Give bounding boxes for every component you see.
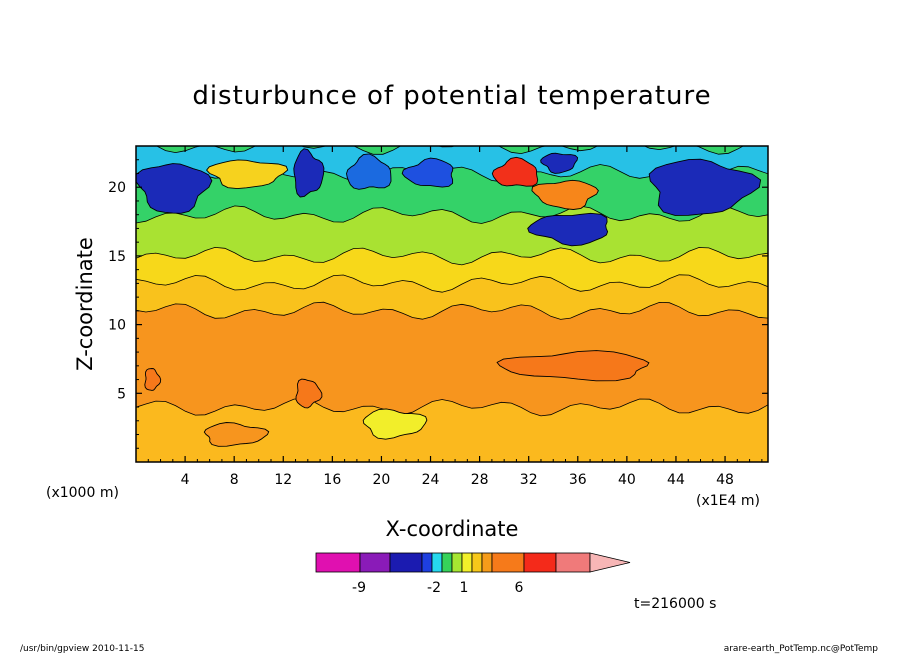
y-axis: 5 10 15 20 [108,159,768,449]
colorbar-swatch [555,552,591,573]
x-unit-left: (x1000 m) [46,485,119,501]
colorbar-swatch [315,552,361,573]
footer-right: arare-earth_PotTemp.nc@PotTemp [724,644,879,654]
colorbar-swatch [389,552,423,573]
x-tick-label: 24 [422,472,440,488]
x-tick-label: 44 [667,472,685,488]
contour-band [136,397,768,462]
x-tick-label: 40 [618,472,636,488]
contour-feature [362,408,428,440]
x-axis-label: X-coordinate [386,517,519,541]
x-unit-right: (x1E4 m) [696,493,760,509]
y-tick-label: 20 [108,180,126,196]
x-tick-label: 12 [274,472,292,488]
contour-feature [531,179,599,210]
colorbar-swatch [471,552,483,573]
colorbar-label: -9 [352,580,366,596]
colorbar-swatch [481,552,493,573]
y-tick-label: 10 [108,318,126,334]
contour-feature [144,368,162,391]
plot-area [136,146,768,462]
contour-feature [295,378,323,409]
x-tick-label: 28 [471,472,489,488]
colorbar-swatch [421,552,433,573]
colorbar-swatch [491,552,525,573]
colorbar: -9 -2 1 6 [315,552,631,596]
colorbar-swatch [461,552,473,573]
colorbar-label: 6 [515,580,524,596]
contour-feature [540,152,579,174]
footer-left: /usr/bin/gpview 2010-11-15 [20,644,144,654]
y-tick-label: 15 [108,249,126,265]
colorbar-swatch [441,552,453,573]
contour-feature [491,156,539,187]
x-tick-label: 48 [716,472,734,488]
contour-feature [203,422,270,447]
x-tick-label: 8 [230,472,239,488]
colorbar-arrow [589,552,631,573]
contour-feature [346,153,392,190]
colorbar-swatch [359,552,391,573]
colorbar-label: 1 [460,580,469,596]
chart-title: disturbunce of potential temperature [192,81,711,111]
colorbar-label: -2 [427,580,441,596]
contour-feature [293,148,325,198]
x-axis: 4 8 12 16 20 24 28 32 36 40 44 48 [147,146,763,488]
x-tick-label: 36 [569,472,587,488]
contour-feature [648,158,762,216]
y-axis-label: Z-coordinate [73,237,97,371]
x-tick-label: 20 [373,472,391,488]
y-tick-label: 5 [117,386,126,402]
time-label: t=216000 s [634,596,716,612]
contour-feature [206,159,289,190]
x-tick-label: 4 [181,472,190,488]
contour-feature [527,212,609,247]
plot-frame [135,145,769,463]
colorbar-swatch [523,552,557,573]
contour-feature [496,350,650,382]
x-tick-label: 16 [323,472,341,488]
contour-feature [401,157,454,188]
colorbar-swatch [431,552,443,573]
x-tick-label: 32 [520,472,538,488]
colorbar-swatch [451,552,463,573]
